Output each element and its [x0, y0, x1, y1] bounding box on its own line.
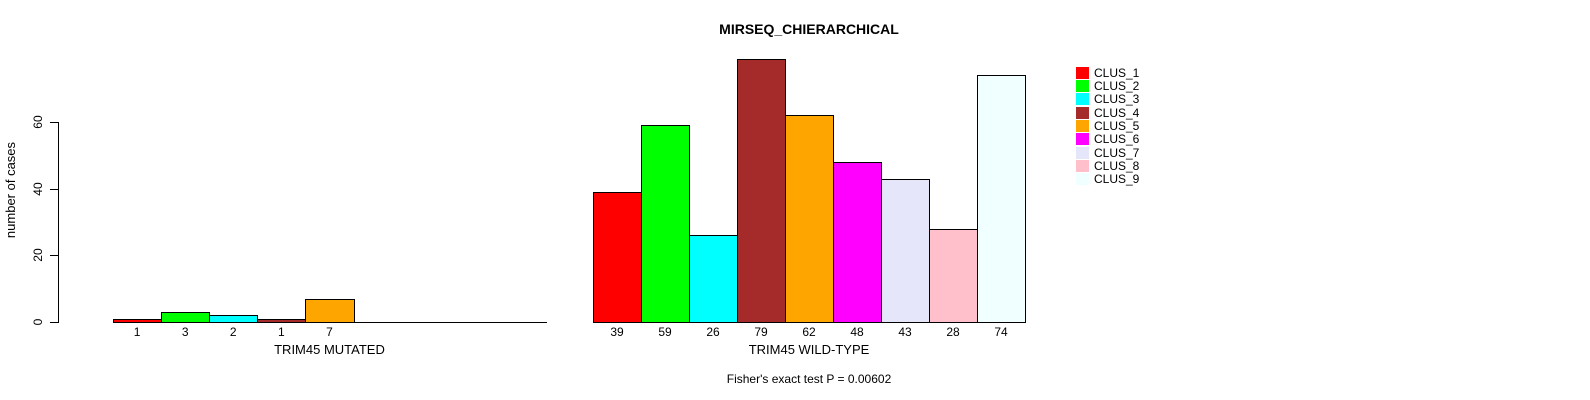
legend-swatch	[1076, 106, 1089, 119]
bar-clus_2	[161, 312, 211, 323]
bar-clus_1	[593, 192, 642, 323]
legend-swatch	[1076, 66, 1089, 79]
bar-clus_4	[737, 58, 786, 323]
bar-count-label: 43	[898, 325, 912, 339]
legend-item: CLUS_1	[1076, 66, 1139, 79]
bar-clus_1	[113, 318, 163, 323]
y-tick-label: 60	[31, 115, 45, 129]
legend-label: CLUS_1	[1094, 65, 1140, 80]
legend-label: CLUS_5	[1094, 119, 1140, 134]
bar-clus_3	[689, 235, 738, 323]
bar-count-label: 74	[994, 325, 1008, 339]
bar-count-label: 59	[658, 325, 672, 339]
bar-count-label: 7	[326, 325, 333, 339]
legend-item: CLUS_4	[1076, 106, 1139, 119]
bar-clus_8	[929, 228, 978, 323]
bar-count-label: 2	[229, 325, 237, 339]
group-label: TRIM45 WILD-TYPE	[748, 342, 870, 357]
bar-clus_5	[785, 115, 834, 323]
chart-title: MIRSEQ_CHIERARCHICAL	[719, 21, 899, 37]
group-label: TRIM45 MUTATED	[274, 342, 385, 357]
bar-count-label: 48	[850, 325, 864, 339]
bar-clus_5	[305, 298, 355, 323]
legend-swatch	[1076, 146, 1089, 159]
bar-count-label: 39	[610, 325, 624, 339]
legend-label: CLUS_8	[1094, 159, 1140, 174]
legend-item: CLUS_8	[1076, 159, 1140, 174]
bar-count-label: 28	[946, 325, 960, 339]
legend-item: CLUS_6	[1076, 133, 1139, 146]
bar-clus_4	[257, 318, 307, 323]
y-tick-label: 20	[31, 248, 45, 263]
legend-label: CLUS_7	[1094, 145, 1140, 160]
y-tick	[50, 255, 58, 257]
legend-swatch	[1076, 173, 1089, 186]
legend-label: CLUS_6	[1094, 132, 1140, 147]
legend-label: CLUS_9	[1094, 172, 1140, 187]
bar-count-label: 79	[754, 325, 768, 339]
legend: CLUS_1 CLUS_2 CLUS_3 CLUS_4 CLUS_5 CLUS_6 CLUS…	[1076, 66, 1139, 186]
bar-count-label: 62	[802, 325, 816, 339]
legend-swatch	[1076, 93, 1089, 106]
legend-item: CLUS_5	[1076, 119, 1140, 134]
y-tick	[50, 322, 58, 323]
legend-swatch	[1076, 120, 1089, 133]
legend-item: CLUS_9	[1076, 173, 1139, 186]
bar-clus_9	[977, 75, 1026, 323]
y-axis-line	[58, 122, 59, 323]
legend-swatch	[1076, 160, 1089, 173]
y-axis-label: number of cases	[3, 141, 18, 239]
legend-label: CLUS_3	[1094, 92, 1140, 107]
bar-clus_7	[881, 178, 930, 323]
y-tick-label: 40	[31, 181, 45, 196]
bar-count-label: 26	[706, 325, 720, 339]
legend-swatch	[1076, 133, 1089, 146]
bar-count-label: 1	[133, 325, 141, 339]
legend-item: CLUS_2	[1076, 79, 1140, 94]
y-tick	[50, 188, 58, 190]
y-tick	[50, 122, 58, 123]
bar-clus_3	[209, 315, 259, 323]
legend-label: CLUS_4	[1094, 105, 1140, 120]
bar-count-label: 3	[181, 325, 189, 339]
legend-swatch	[1076, 80, 1089, 93]
legend-item: CLUS_3	[1076, 93, 1139, 106]
y-tick-label: 0	[31, 318, 45, 326]
legend-item: CLUS_7	[1076, 146, 1139, 159]
bar-clus_2	[641, 125, 690, 323]
legend-label: CLUS_2	[1094, 79, 1140, 94]
bar-clus_6	[833, 162, 882, 323]
fisher-test-note: Fisher's exact test P = 0.00602	[726, 372, 892, 386]
bar-count-label: 1	[278, 325, 285, 339]
